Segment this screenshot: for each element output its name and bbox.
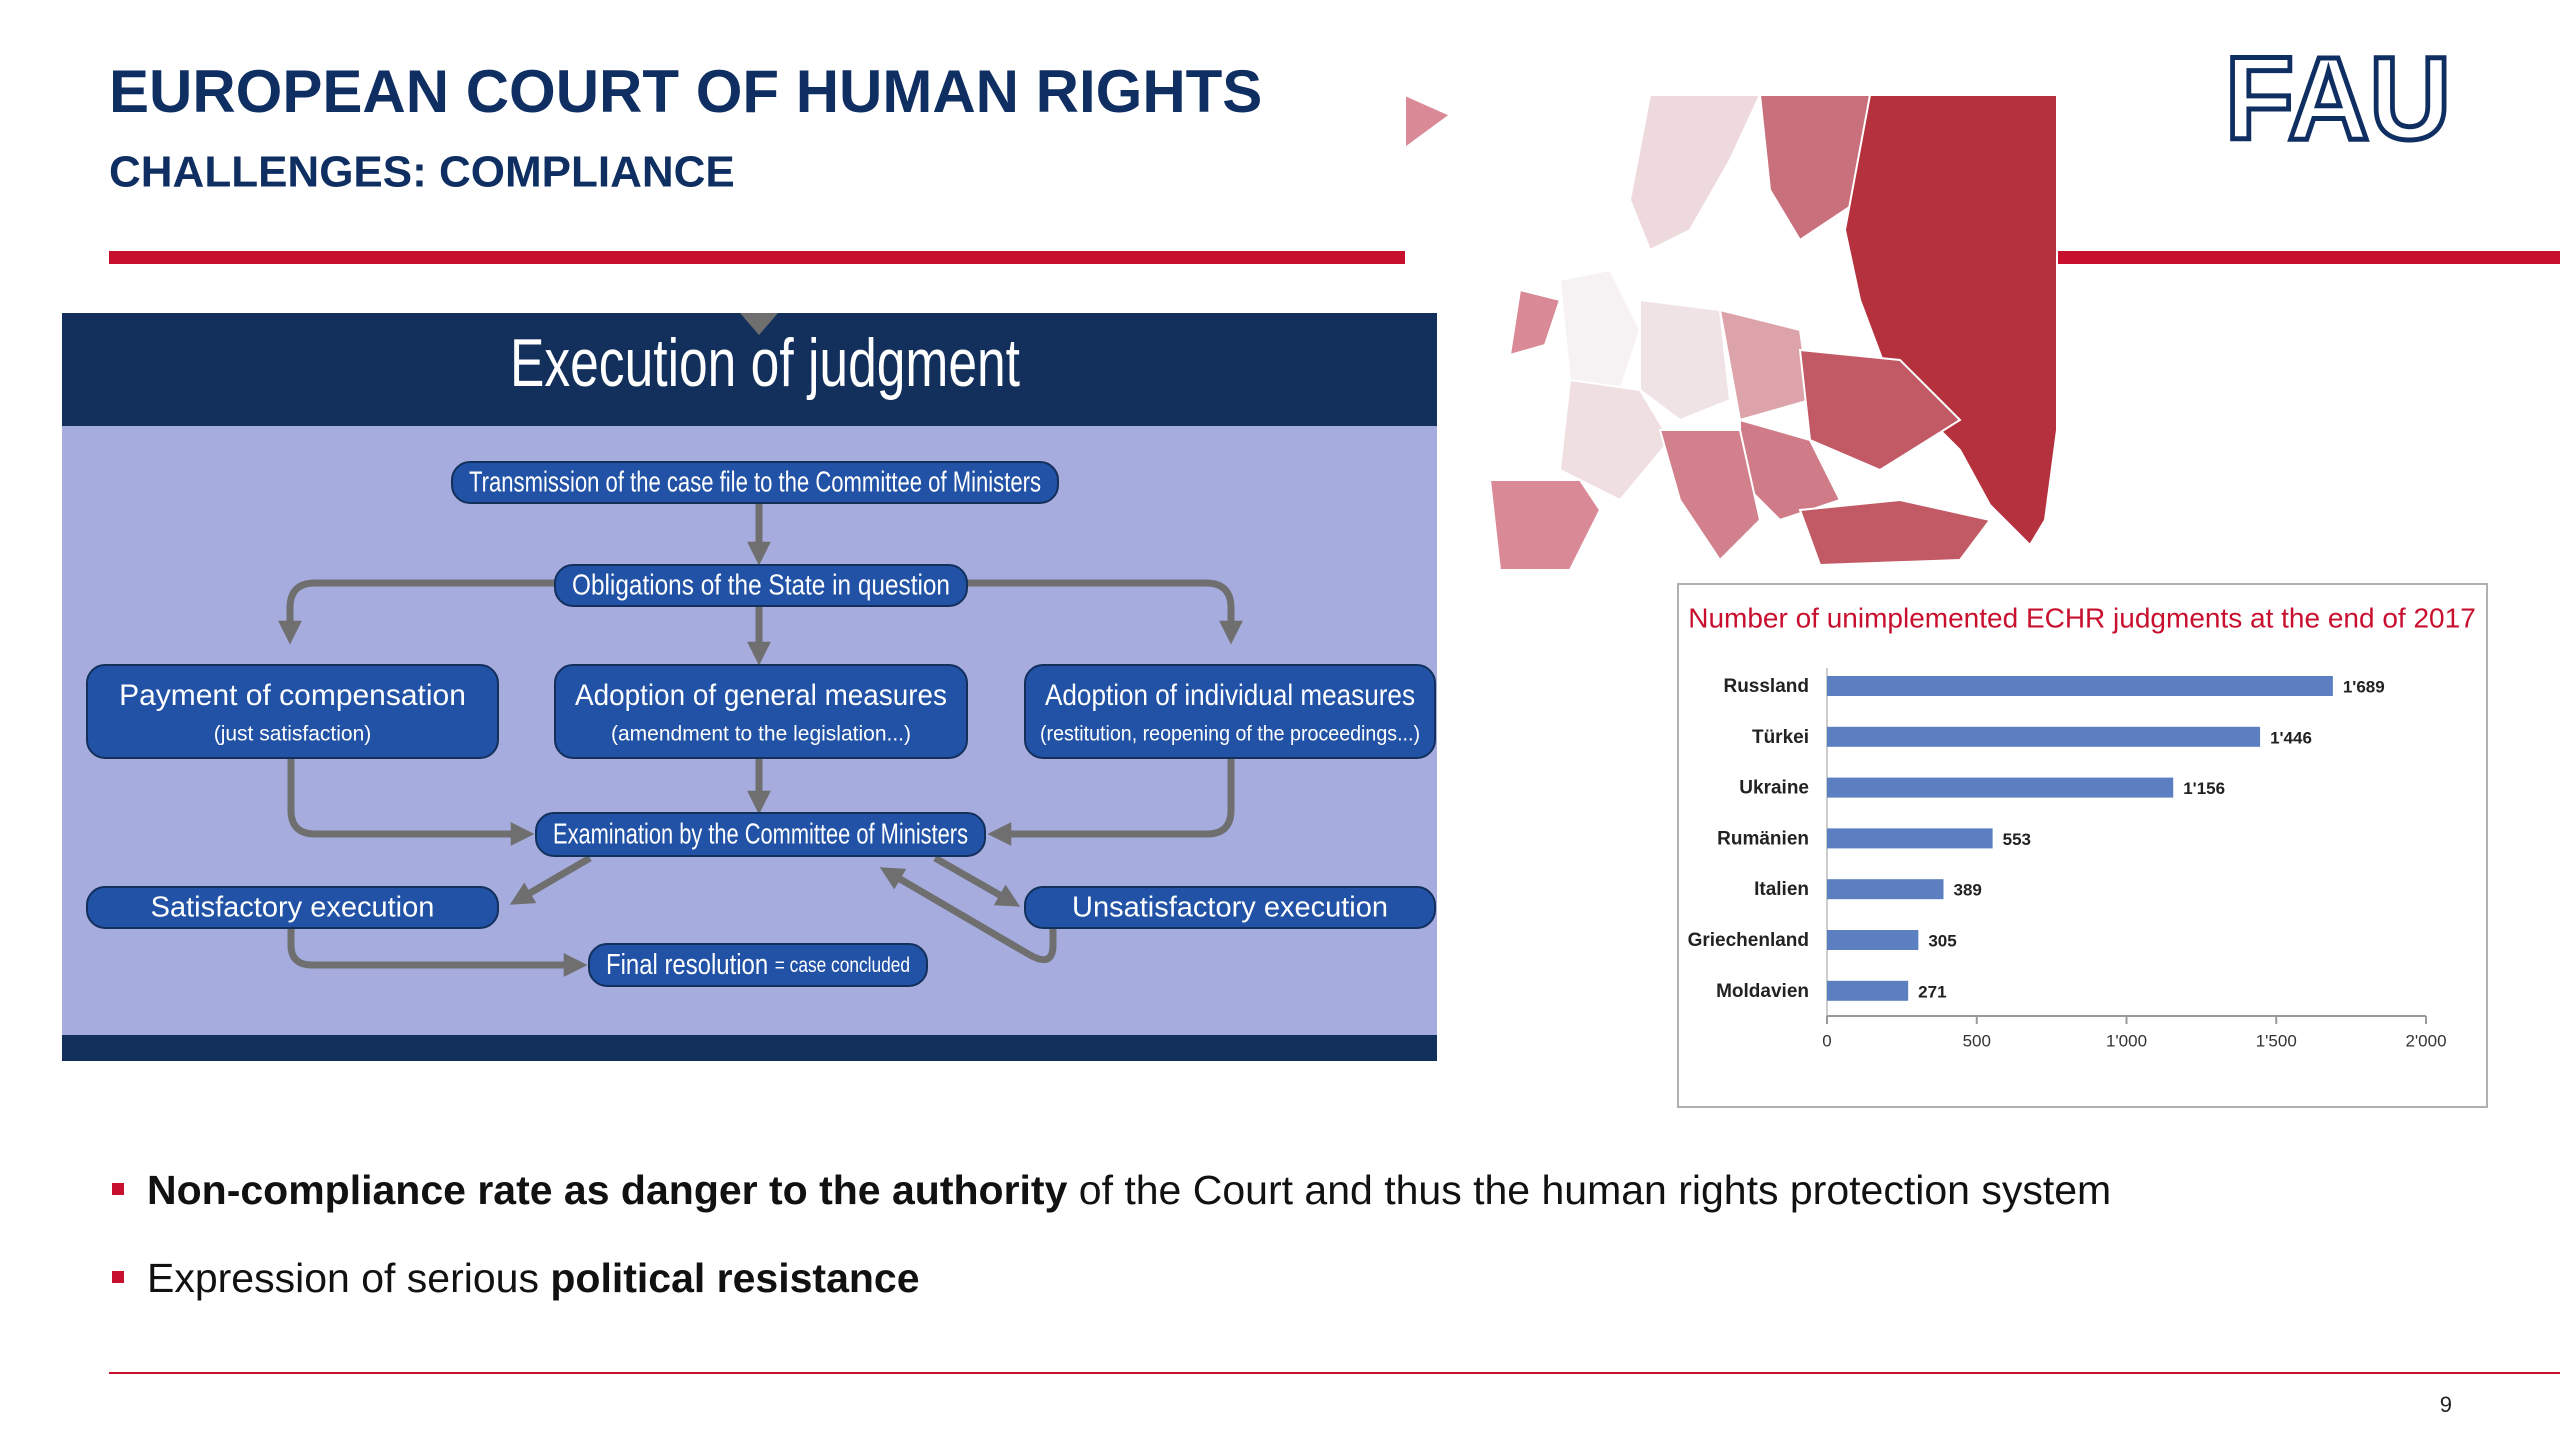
flow-node — [535, 812, 986, 857]
pointer — [740, 313, 778, 335]
value-label: 553 — [2003, 830, 2031, 849]
value-label: 271 — [1918, 982, 1946, 1001]
flow-footer — [62, 1035, 1437, 1061]
bar — [1827, 777, 2174, 798]
header-rule — [109, 251, 1405, 264]
flow-title: Execution of judgment — [510, 325, 1020, 401]
bar — [1827, 726, 2261, 747]
subtitle: CHALLENGES: COMPLIANCE — [109, 148, 735, 197]
node-sublabel: (just satisfaction) — [214, 723, 372, 746]
bar — [1827, 828, 1993, 849]
page-number: 9 — [2440, 1392, 2452, 1417]
y-tick-label: Italien — [1754, 879, 1809, 900]
node-sublabel: (amendment to the legislation...) — [611, 723, 911, 746]
y-tick-label: Türkei — [1752, 727, 1809, 748]
flow-node — [554, 664, 968, 759]
bullet: Expression of serious political resistan… — [110, 1248, 2510, 1336]
node-label: Adoption of general measures — [575, 679, 947, 712]
chart-title: Number of unimplemented ECHR judgments a… — [1688, 602, 2476, 633]
bold-text: political resistance — [550, 1255, 920, 1301]
y-tick-label: Griechenland — [1688, 930, 1809, 951]
value-label: 1'689 — [2343, 677, 2385, 696]
node-label-text: Unsatisfactory execution — [1072, 891, 1388, 923]
node-label-text: Satisfactory execution — [151, 891, 435, 923]
flow-node — [588, 943, 928, 987]
node-sublabel: (restitution, reopening of the proceedin… — [1040, 723, 1420, 746]
bar — [1827, 879, 1944, 900]
node-label: Adoption of individual measures — [1045, 679, 1415, 712]
y-tick-label: Ukraine — [1739, 778, 1809, 799]
bar — [1827, 980, 1909, 1001]
node-label: Satisfactory execution — [151, 891, 435, 923]
node-label: Unsatisfactory execution — [1072, 891, 1388, 923]
flow-node — [86, 886, 499, 929]
x-tick-label: 1'000 — [2106, 1031, 2147, 1050]
x-tick-label: 0 — [1822, 1031, 1831, 1050]
flow-node — [554, 564, 968, 607]
node-label: Obligations of the State in question — [572, 569, 950, 601]
node-label-text: Transmission of the case file to the Com… — [469, 466, 1041, 498]
value-label: 305 — [1928, 931, 1956, 950]
map — [1404, 93, 2058, 571]
flow-node — [86, 664, 499, 759]
node-label: Payment of compensation — [119, 679, 466, 712]
x-tick-label: 2'000 — [2405, 1031, 2446, 1050]
text: of the Court and thus the human rights p… — [1067, 1167, 2112, 1213]
bold-text: Non-compliance rate as danger to the aut… — [147, 1167, 1068, 1213]
value-label: 389 — [1954, 881, 1982, 900]
text: Expression of serious — [147, 1255, 551, 1301]
logo: FAU — [2225, 33, 2451, 165]
bullet: Non-compliance rate as danger to the aut… — [110, 1160, 2510, 1248]
node-label: Final resolution = case concluded — [606, 949, 910, 981]
flow-arrows — [278, 503, 1243, 977]
bar — [1827, 930, 1919, 950]
node-label: Transmission of the case file to the Com… — [469, 466, 1041, 498]
bullet-list: Non-compliance rate as danger to the aut… — [110, 1160, 2510, 1336]
y-tick-label: Rumänien — [1717, 828, 1809, 849]
header-rule — [2057, 251, 2560, 264]
y-tick-label: Russland — [1723, 676, 1809, 697]
node-label: Examination by the Committee of Minister… — [553, 818, 968, 850]
flow-node — [1024, 664, 1436, 759]
x-tick-label: 500 — [1963, 1031, 1991, 1050]
y-tick-label: Moldavien — [1716, 981, 1809, 1002]
chart-frame — [1677, 583, 2488, 1108]
node-label-text: Obligations of the State in question — [572, 569, 950, 601]
node-sublabel: = case concluded — [775, 954, 910, 977]
node-label-text: Final resolution — [606, 949, 768, 981]
value-label: 1'156 — [2183, 779, 2225, 798]
flow-node — [1024, 886, 1436, 929]
title: EUROPEAN COURT OF HUMAN RIGHTS — [109, 58, 1262, 125]
x-tick-label: 1'500 — [2256, 1031, 2297, 1050]
flow-header — [62, 313, 1437, 426]
node-label-text: Examination by the Committee of Minister… — [553, 818, 968, 850]
bar — [1827, 676, 2333, 696]
value-label: 1'446 — [2270, 728, 2312, 747]
flow-node — [451, 461, 1059, 504]
